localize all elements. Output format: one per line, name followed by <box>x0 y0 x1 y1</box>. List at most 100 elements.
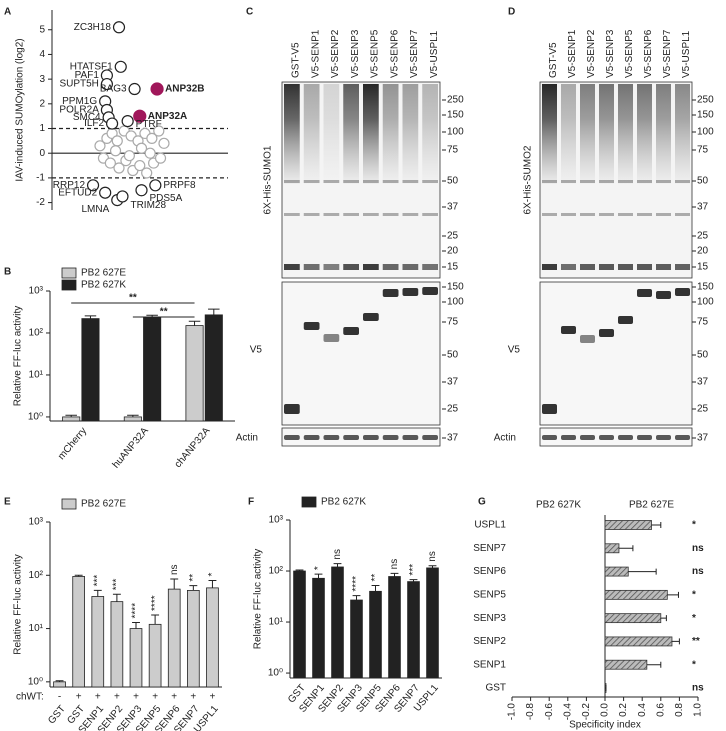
bar <box>143 317 162 422</box>
point <box>141 167 153 179</box>
v5-band <box>561 326 576 334</box>
y-tick-label: 10³ <box>269 515 284 526</box>
significance-label: ** <box>129 293 137 304</box>
marker-label: 100 <box>697 127 714 138</box>
significance-label: ns <box>692 543 704 554</box>
row-value: + <box>76 692 82 703</box>
point-label: LMNA <box>81 204 109 215</box>
point-label: ZC3H18 <box>74 22 112 33</box>
v5-band <box>303 322 320 330</box>
v5-band <box>402 288 419 296</box>
panel-label: B <box>4 267 11 278</box>
bar <box>123 416 142 422</box>
bar <box>312 577 325 679</box>
v5-band <box>542 404 557 414</box>
band <box>618 180 633 183</box>
y-tick-label: SENP3 <box>473 613 506 624</box>
band <box>542 180 557 183</box>
significance-label: * <box>692 613 696 624</box>
panel-label: F <box>248 497 254 508</box>
band <box>656 213 671 216</box>
v5-band <box>675 288 690 296</box>
marker-label: 25 <box>447 404 459 415</box>
x-tick-label: -0.8 <box>525 703 536 721</box>
actin-band <box>599 435 614 440</box>
band <box>561 180 576 183</box>
band <box>580 180 595 183</box>
marker-label: 37 <box>697 433 709 444</box>
band <box>580 213 595 216</box>
band <box>363 264 379 270</box>
y-tick-label: 10¹ <box>29 370 44 381</box>
bar <box>293 570 306 679</box>
marker-label: 75 <box>447 145 459 156</box>
v5-band <box>363 313 379 321</box>
marker-label: 50 <box>697 176 709 187</box>
x-tick-label: 0.8 <box>674 703 685 717</box>
error-bar <box>628 568 657 575</box>
actin-band <box>422 435 438 440</box>
error-bar <box>55 680 64 682</box>
actin-band <box>402 435 419 440</box>
bar <box>91 596 105 688</box>
bar <box>604 589 668 600</box>
actin-band <box>284 435 300 440</box>
bar <box>53 681 66 688</box>
band <box>382 180 399 183</box>
lane-label: V5-USPL1 <box>429 30 440 78</box>
y-tick-label: 10¹ <box>269 617 284 628</box>
column-header: PB2 627E <box>629 500 674 511</box>
panel-label: A <box>4 7 11 18</box>
band <box>323 264 340 270</box>
band <box>561 213 576 216</box>
band <box>422 264 438 270</box>
legend-label: PB2 627E <box>81 268 126 279</box>
point-label: PPM1G <box>62 96 97 107</box>
sumo-smear <box>656 84 671 184</box>
sumo-smear <box>363 84 379 184</box>
x-tick-label: 0.4 <box>637 703 648 717</box>
lane-label: V5-SENP2 <box>330 29 341 78</box>
error-bar <box>352 595 361 601</box>
bar <box>62 416 81 422</box>
band <box>599 264 614 270</box>
point-label: EFTUD2 <box>58 187 97 198</box>
actin-band <box>656 435 671 440</box>
section-label: 6X-His-SUMO1 <box>263 145 274 214</box>
lane-label: V5-SENP7 <box>662 29 673 78</box>
band <box>382 213 399 216</box>
lane-label: V5-SENP3 <box>605 29 616 78</box>
marker-label: 150 <box>447 110 464 121</box>
legend-swatch <box>301 496 317 508</box>
row-label: chWT: <box>16 692 44 703</box>
x-tick-label: -0.6 <box>544 703 555 721</box>
marker-label: 15 <box>697 262 709 273</box>
band <box>343 264 359 270</box>
actin-band <box>675 435 690 440</box>
point-label: PAF1 <box>75 70 100 81</box>
band <box>343 180 359 183</box>
bar <box>110 601 124 688</box>
band <box>599 180 614 183</box>
legend-label: PB2 627K <box>81 280 126 291</box>
point <box>111 135 123 147</box>
x-tick-label: huANP32A <box>111 425 151 470</box>
error-bar <box>84 315 97 319</box>
v5-band <box>343 327 359 335</box>
marker-label: 20 <box>697 246 709 257</box>
y-tick-label: 1 <box>39 123 45 134</box>
actin-band <box>363 435 379 440</box>
bar <box>206 587 219 688</box>
lane-label: V5-SENP3 <box>350 29 361 78</box>
bar <box>388 576 401 679</box>
y-axis-label: IAV-induced SUMOylation (log2) <box>15 38 26 181</box>
v5-band <box>422 287 438 295</box>
y-tick-label: -1 <box>36 173 45 184</box>
error-bar <box>646 661 662 668</box>
y-tick-label: 0 <box>39 148 45 159</box>
point <box>123 150 135 162</box>
significance-label: *** <box>408 564 419 576</box>
bar <box>604 520 652 530</box>
marker-label: 15 <box>447 262 459 273</box>
significance-label: * <box>313 566 324 570</box>
